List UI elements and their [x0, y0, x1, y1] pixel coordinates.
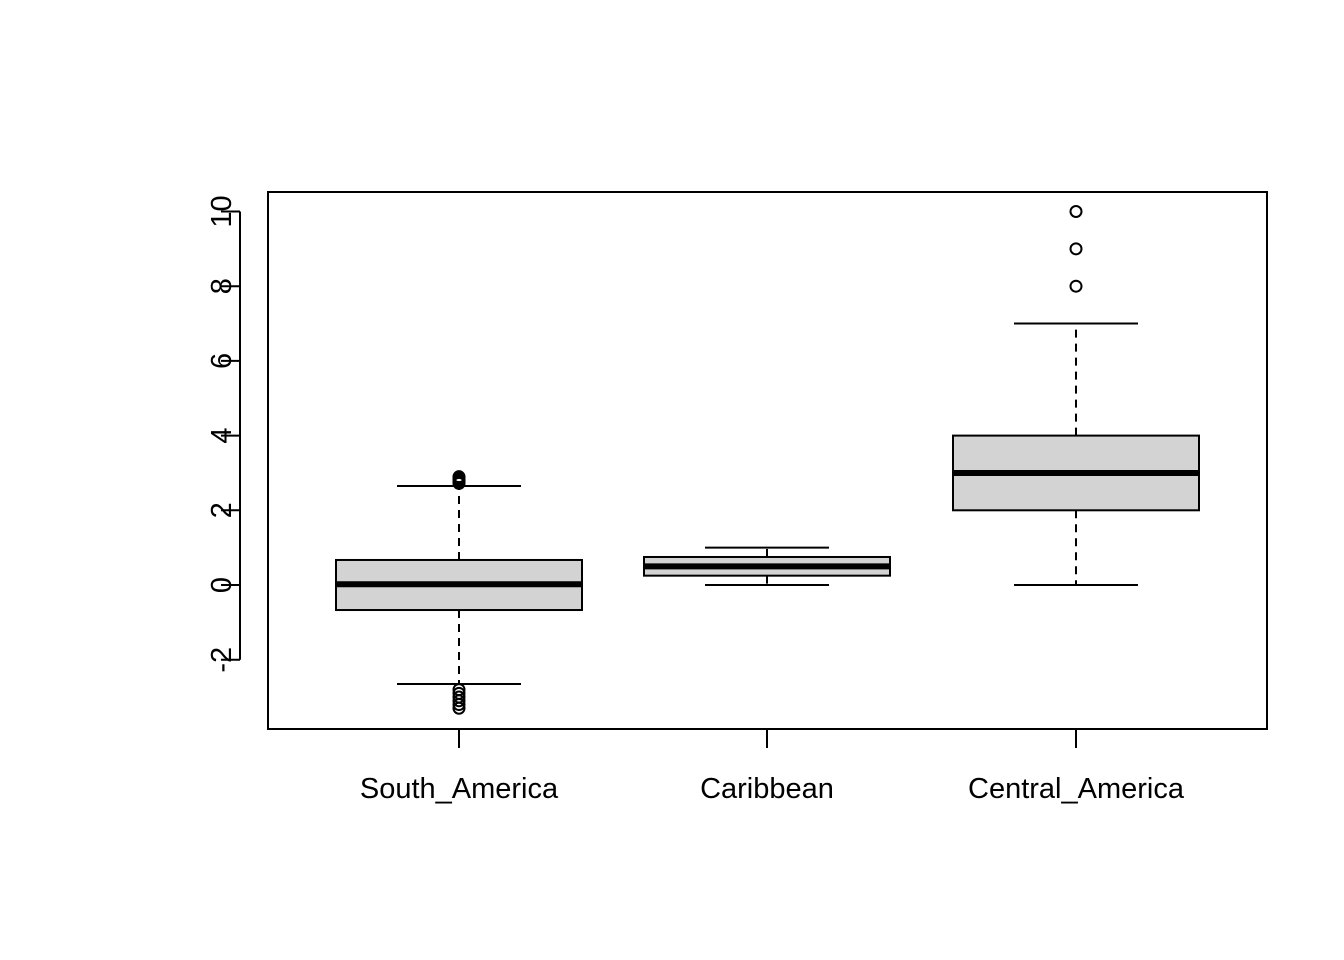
- outlier-point: [452, 470, 466, 484]
- y-tick-label: 4: [206, 428, 238, 444]
- outlier-point: [452, 701, 466, 715]
- outlier-point: [452, 694, 466, 708]
- box-Caribbean: [643, 546, 891, 586]
- x-axis: South_America Caribbean Central_America: [360, 729, 1185, 805]
- outlier-point: [1069, 242, 1083, 256]
- x-tick-label: South_America: [360, 773, 559, 805]
- x-tick-label: Central_America: [968, 773, 1185, 805]
- y-axis: -2 0 2 4 6 8 10: [206, 195, 241, 673]
- y-tick-label: 6: [206, 353, 238, 369]
- x-tick-label: Caribbean: [700, 773, 834, 805]
- chart-marks: [335, 205, 1200, 715]
- outlier-point: [1069, 205, 1083, 218]
- y-tick-label: 10: [206, 195, 238, 227]
- outlier-point: [452, 698, 466, 712]
- outlier-point: [1069, 279, 1083, 293]
- y-tick-label: -2: [206, 647, 238, 673]
- box-South_America: [335, 470, 583, 715]
- box-Central_America: [952, 205, 1200, 586]
- y-tick-label: 8: [206, 278, 238, 294]
- y-tick-label: 0: [206, 577, 238, 593]
- y-tick-label: 2: [206, 502, 238, 518]
